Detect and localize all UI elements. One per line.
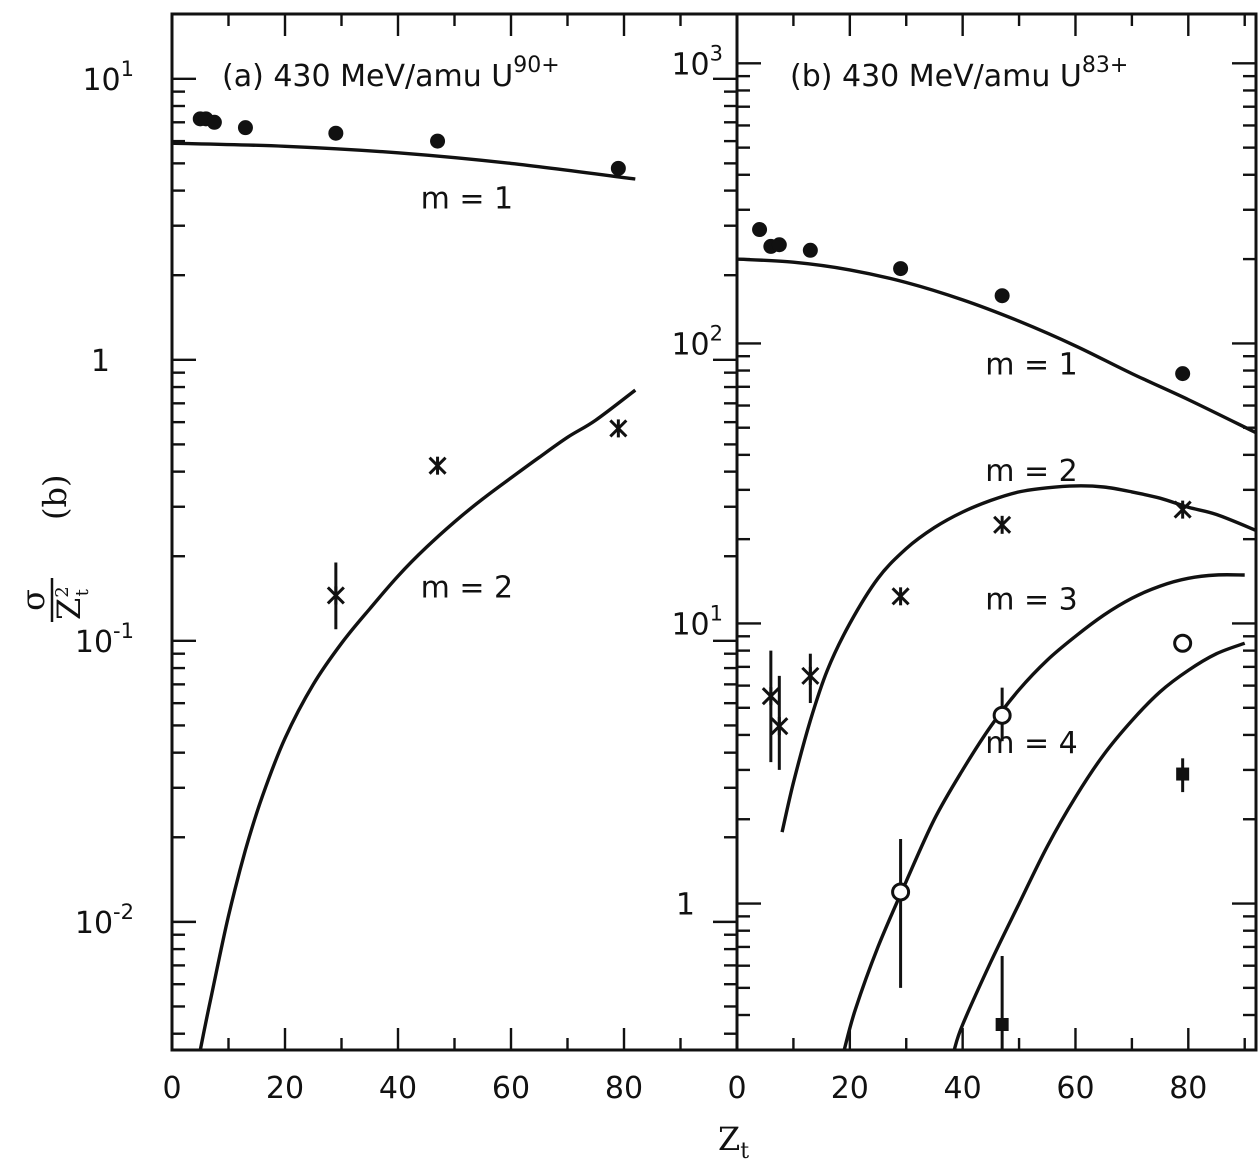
y-axis-denominator: Z2t: [50, 586, 93, 620]
x-axis-title-subscript: t: [740, 1139, 749, 1164]
data-point-filled-circle: [1175, 366, 1191, 382]
data-point-filled-circle: [610, 160, 626, 176]
y-tick-label: 1: [676, 888, 695, 923]
data-point-asterisk: [993, 515, 1012, 534]
data-point-filled-square: [1176, 767, 1190, 781]
data-point-filled-circle: [206, 114, 222, 130]
y-tick-base: 10: [671, 607, 709, 642]
panel-a-title: (a) 430 MeV/amu U90+: [222, 53, 560, 94]
x-tick-label: 20: [831, 1071, 869, 1106]
data-point-open-circle: [992, 705, 1012, 725]
y-tick-exponent: -2: [113, 900, 134, 924]
y-tick-label: 10-1: [75, 619, 134, 660]
data-point-asterisk: [428, 456, 447, 475]
panel-a-x-ticks: 0 20 40 60 80: [162, 14, 682, 1106]
y-tick-label: 1: [91, 344, 110, 379]
panel-b-annotations: m = 1 m = 2 m = 3 m = 4: [985, 348, 1078, 761]
panel-b-curve-m3: [842, 573, 1245, 1051]
x-tick-label: 20: [266, 1071, 304, 1106]
panel-b-curve-m4: [952, 641, 1246, 1051]
panel-b-curve-m2: [780, 484, 1257, 833]
x-tick-label: 60: [492, 1071, 530, 1106]
y-axis-numerator: σ: [14, 589, 52, 611]
y-tick-exponent: -1: [113, 619, 134, 643]
panel-b-points: [752, 222, 1193, 1050]
data-point-asterisk: [326, 586, 345, 605]
y-tick-exponent: 1: [121, 57, 134, 81]
y-tick-label: 101: [671, 601, 723, 642]
panel-a-annotations: m = 1 m = 2: [421, 181, 514, 605]
data-point-asterisk: [801, 666, 820, 685]
data-point-filled-square: [995, 1017, 1009, 1031]
data-point-asterisk: [1173, 500, 1192, 519]
data-point-asterisk: [770, 717, 789, 736]
y-tick-label: 102: [671, 321, 723, 362]
data-point-open-circle: [1173, 633, 1193, 653]
y-tick-base: 10: [671, 47, 709, 82]
data-point-asterisk: [761, 687, 780, 706]
data-point-open-circle: [891, 882, 911, 902]
x-axis-title: Zt: [718, 1120, 749, 1164]
x-tick-label: 0: [162, 1071, 181, 1106]
x-tick-label: 40: [944, 1071, 982, 1106]
data-point-filled-circle: [994, 288, 1010, 304]
panel-b-title: (b) 430 MeV/amu U83+: [790, 53, 1128, 94]
curve-label-m3: m = 3: [985, 582, 1078, 617]
data-point-filled-circle: [328, 125, 344, 141]
y-axis-denominator-main: Z: [50, 598, 88, 620]
y-tick-exponent: 1: [710, 601, 723, 625]
panel-title-superscript: 83+: [1082, 53, 1128, 78]
x-tick-label: 80: [605, 1071, 643, 1106]
data-point-filled-circle: [802, 242, 818, 258]
panel-title-text: (a) 430 MeV/amu U: [222, 59, 513, 94]
y-tick-exponent: 2: [710, 321, 723, 345]
panel-a-points: [192, 111, 628, 630]
data-point-filled-circle: [430, 133, 446, 149]
y-tick-label: 101: [82, 57, 134, 98]
y-tick-base: 10: [75, 625, 113, 660]
data-point-filled-circle: [752, 222, 768, 238]
y-tick-exponent: 3: [710, 41, 723, 65]
panel-a-frame: [170, 12, 739, 1052]
panel-b-frame: [735, 12, 1258, 1052]
curve-label-m2: m = 2: [421, 570, 514, 605]
x-axis-title-main: Z: [718, 1120, 740, 1158]
curve-label-m1: m = 1: [421, 181, 514, 216]
data-point-filled-circle: [237, 120, 253, 136]
y-tick-base: 10: [671, 327, 709, 362]
panel-a-curves: [171, 141, 637, 1051]
y-tick-label: 10-2: [75, 900, 134, 941]
panel-b-curve-m1: [736, 257, 1257, 435]
panel-a-curve-m1: [171, 141, 636, 181]
panel-b-x-ticks: 0 20 40 60 80: [727, 14, 1246, 1106]
curve-label-m2: m = 2: [985, 454, 1078, 489]
data-point-asterisk: [891, 587, 910, 606]
panel-b-curves: [736, 257, 1257, 1051]
y-tick-label: 103: [671, 41, 723, 82]
x-tick-label: 60: [1056, 1071, 1094, 1106]
panel-a-curve-m2: [198, 388, 637, 1051]
data-point-filled-circle: [771, 237, 787, 253]
x-tick-label: 0: [727, 1071, 746, 1106]
curve-label-m1: m = 1: [985, 348, 1078, 383]
curve-label-m4: m = 4: [985, 726, 1078, 761]
x-tick-label: 40: [379, 1071, 417, 1106]
y-axis-denominator-subscript: t: [72, 588, 93, 596]
panel-title-superscript: 90+: [513, 53, 559, 78]
panel-title-text: (b) 430 MeV/amu U: [790, 59, 1082, 94]
y-tick-base: 10: [82, 63, 120, 98]
x-tick-label: 80: [1169, 1071, 1207, 1106]
y-axis-unit: (b): [36, 475, 74, 520]
y-tick-base: 10: [75, 906, 113, 941]
data-point-asterisk: [609, 419, 628, 438]
y-axis-denominator-superscript: 2: [52, 586, 73, 597]
data-point-filled-circle: [893, 261, 909, 277]
